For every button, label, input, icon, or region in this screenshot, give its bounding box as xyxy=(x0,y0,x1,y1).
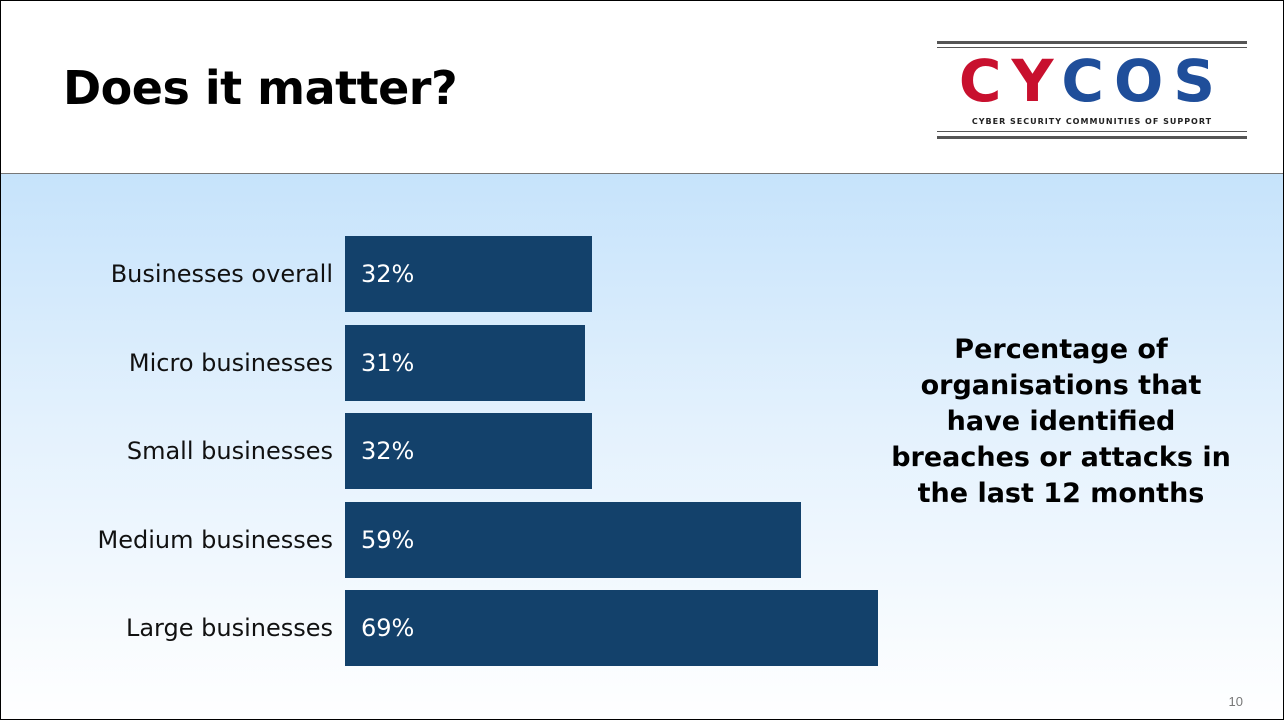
bar: 31% xyxy=(345,324,585,401)
bar: 32% xyxy=(345,413,593,489)
page-number: 10 xyxy=(1228,694,1243,709)
logo-bottom-rule-thin xyxy=(937,131,1247,132)
category-label: Businesses overall xyxy=(110,260,333,288)
chart-caption: Percentage of organisations that have id… xyxy=(891,334,1231,509)
bar: 32% xyxy=(345,236,593,312)
category-label: Medium businesses xyxy=(97,525,333,554)
slide-header: Does it matter? CYCOS CYBER SECURITY COM… xyxy=(1,1,1283,174)
bar-chart: Businesses overall 32% Micro businesses 31%… xyxy=(1,174,1283,719)
category-label: Micro businesses xyxy=(128,348,333,377)
bar: 59% xyxy=(345,501,802,578)
category-label: Small businesses xyxy=(126,437,333,465)
logo-top-rule-thin xyxy=(937,47,1247,48)
cycos-logo: CYCOS CYBER SECURITY COMMUNITIES OF SUPP… xyxy=(937,41,1247,141)
slide-title: Does it matter? xyxy=(63,61,458,115)
bar: 69% xyxy=(345,590,879,666)
bar-value-label: 59% xyxy=(361,525,415,554)
bar-value-label: 69% xyxy=(361,614,415,642)
logo-bottom-rule xyxy=(937,136,1247,139)
logo-word-cy: CY xyxy=(958,47,1062,115)
bar-value-label: 32% xyxy=(361,260,415,288)
slide-body: Businesses overall 32% Micro businesses 31%… xyxy=(1,174,1283,719)
logo-top-rule xyxy=(937,41,1247,44)
bar-value-label: 32% xyxy=(361,437,415,465)
bar-value-label: 31% xyxy=(361,348,415,377)
logo-tagline: CYBER SECURITY COMMUNITIES OF SUPPORT xyxy=(971,117,1213,126)
category-label: Large businesses xyxy=(125,614,333,642)
logo-wordmark: CYCOS xyxy=(937,51,1247,111)
logo-word-cos: COS xyxy=(1061,47,1226,115)
